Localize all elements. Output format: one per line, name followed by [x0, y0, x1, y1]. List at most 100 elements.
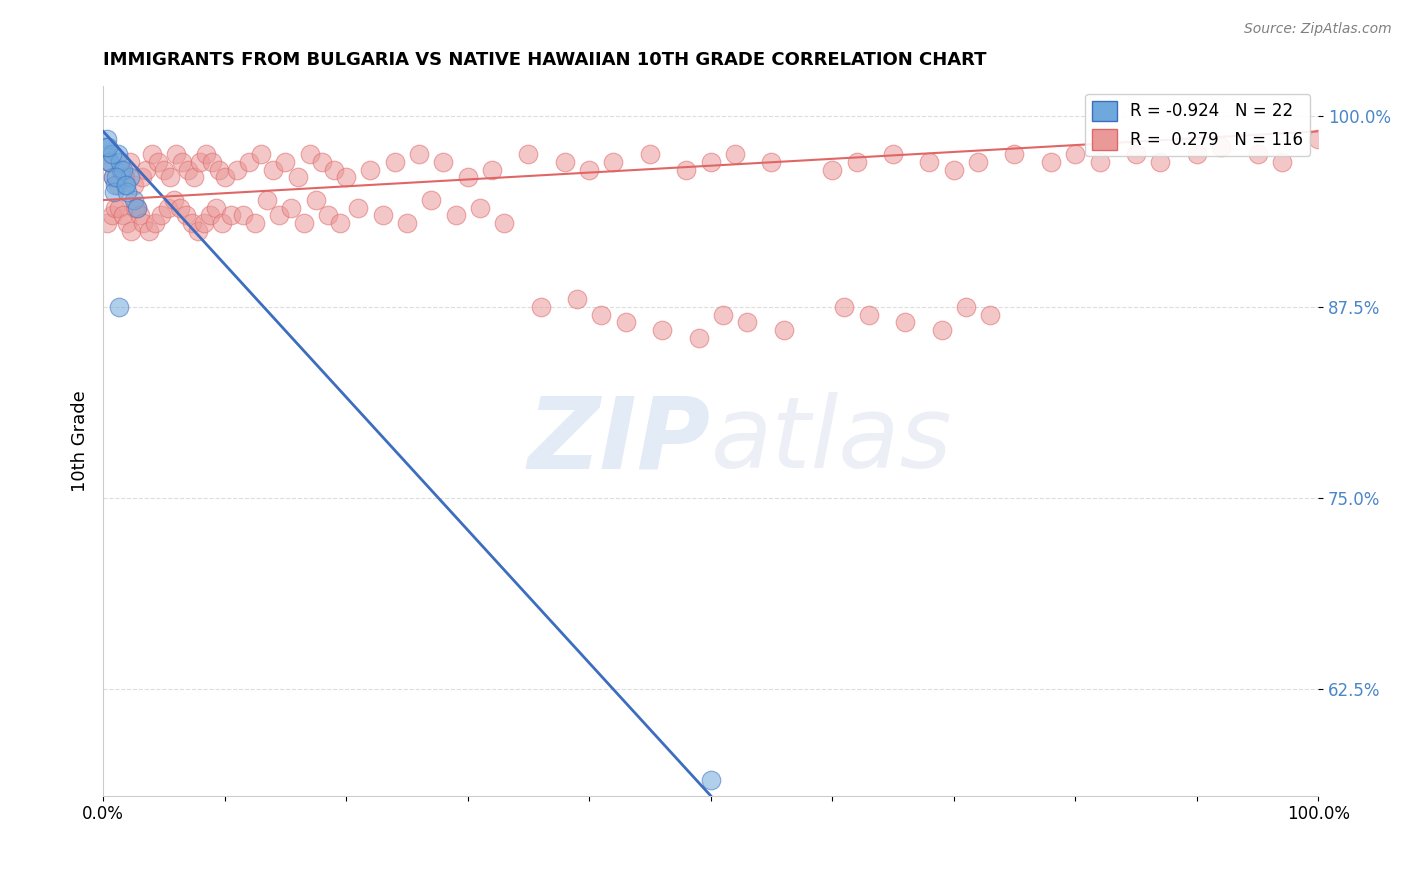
Point [122, 193, 145, 207]
Point [205, 201, 228, 215]
Point [845, 154, 868, 169]
Point [108, 201, 131, 215]
Point [183, 170, 205, 185]
Point [127, 201, 149, 215]
Point [169, 201, 191, 215]
Point [96, 216, 118, 230]
Point [188, 154, 211, 169]
Point [101, 170, 124, 185]
Point [114, 178, 136, 192]
Point [214, 170, 236, 185]
Point [132, 216, 155, 230]
Point [979, 308, 1001, 322]
Point [329, 216, 352, 230]
Point [287, 170, 309, 185]
Point [159, 170, 181, 185]
Point [335, 170, 357, 185]
Point [110, 162, 132, 177]
Point [122, 178, 145, 192]
Point [1149, 154, 1171, 169]
Point [1088, 154, 1111, 169]
Point [115, 178, 138, 192]
Point [1246, 147, 1268, 161]
Point [187, 224, 209, 238]
Point [1185, 147, 1208, 161]
Point [250, 147, 273, 161]
Point [967, 154, 990, 169]
Point [104, 178, 127, 192]
Point [724, 147, 747, 161]
Point [494, 216, 516, 230]
Point [177, 162, 200, 177]
Point [156, 201, 179, 215]
Point [101, 170, 124, 185]
Point [1271, 154, 1294, 169]
Point [298, 147, 321, 161]
Point [124, 201, 146, 215]
Point [918, 154, 941, 169]
Point [1039, 154, 1062, 169]
Point [120, 224, 142, 238]
Point [292, 216, 315, 230]
Point [165, 147, 187, 161]
Point [198, 208, 221, 222]
Point [141, 147, 163, 161]
Point [243, 216, 266, 230]
Point [153, 162, 176, 177]
Point [699, 773, 721, 788]
Point [651, 323, 673, 337]
Point [180, 216, 202, 230]
Point [529, 300, 551, 314]
Point [1064, 147, 1087, 161]
Point [138, 224, 160, 238]
Point [135, 162, 157, 177]
Point [262, 162, 284, 177]
Point [105, 170, 128, 185]
Point [150, 208, 173, 222]
Point [1004, 147, 1026, 161]
Point [118, 170, 141, 185]
Point [172, 154, 194, 169]
Point [193, 216, 215, 230]
Point [127, 201, 149, 215]
Point [931, 323, 953, 337]
Point [269, 208, 291, 222]
Point [162, 193, 184, 207]
Point [371, 208, 394, 222]
Text: ZIP: ZIP [527, 392, 710, 489]
Point [481, 162, 503, 177]
Point [1308, 132, 1330, 146]
Point [94, 147, 117, 161]
Point [256, 193, 278, 207]
Text: IMMIGRANTS FROM BULGARIA VS NATIVE HAWAIIAN 10TH GRADE CORRELATION CHART: IMMIGRANTS FROM BULGARIA VS NATIVE HAWAI… [103, 51, 987, 69]
Point [118, 154, 141, 169]
Point [111, 208, 134, 222]
Point [395, 216, 418, 230]
Point [688, 330, 710, 344]
Point [311, 154, 333, 169]
Point [384, 154, 406, 169]
Point [711, 308, 734, 322]
Point [274, 154, 297, 169]
Point [638, 147, 661, 161]
Point [942, 162, 965, 177]
Point [882, 147, 904, 161]
Point [117, 186, 139, 200]
Point [117, 216, 139, 230]
Point [195, 147, 218, 161]
Text: Source: ZipAtlas.com: Source: ZipAtlas.com [1244, 22, 1392, 37]
Point [94, 139, 117, 153]
Point [305, 193, 328, 207]
Point [347, 201, 370, 215]
Point [444, 208, 467, 222]
Point [100, 154, 122, 169]
Point [858, 308, 880, 322]
Point [1209, 139, 1232, 153]
Point [238, 154, 260, 169]
Point [103, 186, 125, 200]
Point [211, 216, 233, 230]
Point [110, 162, 132, 177]
Point [1125, 147, 1147, 161]
Point [100, 147, 122, 161]
Point [578, 162, 600, 177]
